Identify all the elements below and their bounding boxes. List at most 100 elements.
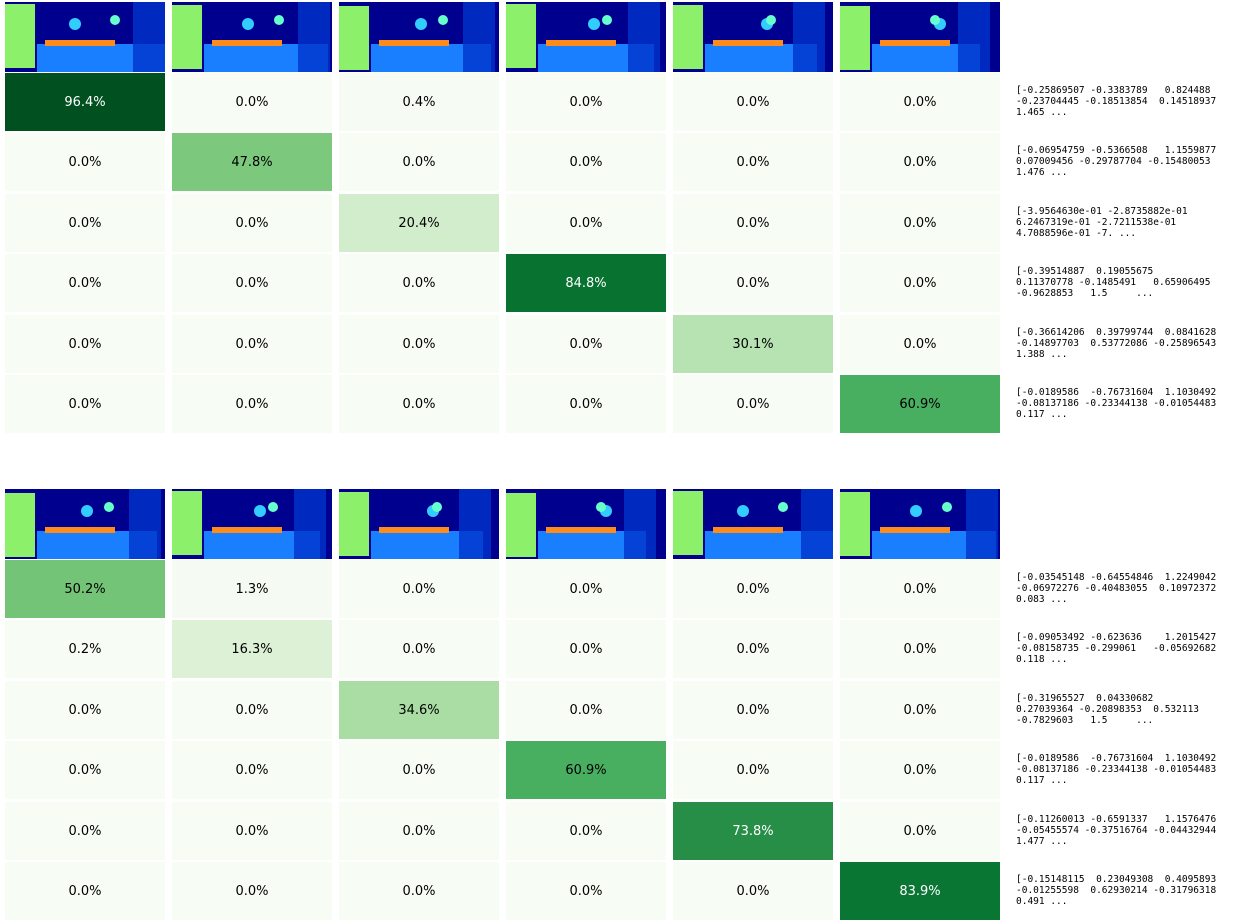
depth-image: [673, 489, 833, 559]
depth-image: [673, 2, 833, 72]
score-cell: 0.0%: [5, 315, 165, 373]
state-vector: [-0.06954759 -0.5366508 1.1559877 0.07009…: [1016, 145, 1234, 178]
score-cell: 96.4%: [5, 73, 165, 131]
vector-line: 0.07009456 -0.29787704 -0.15480053: [1016, 156, 1211, 167]
score-cell: 34.6%: [339, 681, 499, 739]
state-vector: [-0.39514887 0.19055675 0.11370778 -0.148…: [1016, 266, 1234, 299]
vector-line: [-3.9564630e-01 -2.8735882e-01: [1016, 206, 1188, 217]
vector-line: 0.11370778 -0.1485491 0.65906495: [1016, 277, 1211, 288]
vector-line: -0.08137186 -0.23344138 -0.01054483: [1016, 398, 1217, 409]
vector-line: -0.05455574 -0.37516764 -0.04432944: [1016, 825, 1217, 836]
score-cell: 0.0%: [339, 254, 499, 312]
score-cell: 0.0%: [5, 741, 165, 799]
depth-image: [172, 489, 332, 559]
score-cell: 0.2%: [5, 620, 165, 678]
score-cell: 0.0%: [172, 375, 332, 433]
vector-line: [-0.11260013 -0.6591337 1.1576476: [1016, 814, 1217, 825]
vector-line: [-0.36614206 0.39799744 0.0841628: [1016, 327, 1217, 338]
vector-line: -0.01255598 0.62930214 -0.31796318: [1016, 885, 1217, 896]
vector-line: 0.117 ...: [1016, 775, 1068, 786]
vector-line: -0.9628853 1.5 ...: [1016, 288, 1154, 299]
score-cell: 0.0%: [339, 862, 499, 920]
score-cell: 0.0%: [840, 133, 1000, 191]
score-cell: 0.0%: [840, 560, 1000, 618]
score-cell: 0.0%: [506, 375, 666, 433]
score-cell: 0.0%: [172, 194, 332, 252]
vector-line: 0.117 ...: [1016, 409, 1068, 420]
state-vector: [-0.15148115 0.23049308 0.4095893 -0.0125…: [1016, 874, 1234, 907]
vector-line: 1.465 ...: [1016, 107, 1068, 118]
depth-image: [506, 2, 666, 72]
score-cell: 0.0%: [506, 681, 666, 739]
score-cell: 0.0%: [840, 681, 1000, 739]
score-cell: 0.0%: [506, 194, 666, 252]
vector-line: [-0.03545148 -0.64554846 1.2249042: [1016, 572, 1217, 583]
vector-line: [-0.06954759 -0.5366508 1.1559877: [1016, 145, 1217, 156]
score-cell: 0.0%: [339, 375, 499, 433]
state-vector: [-0.0189586 -0.76731604 1.1030492 -0.0813…: [1016, 387, 1234, 420]
score-cell: 0.0%: [506, 802, 666, 860]
score-cell: 0.0%: [673, 254, 833, 312]
score-cell: 1.3%: [172, 560, 332, 618]
score-cell: 0.0%: [673, 133, 833, 191]
score-cell: 0.0%: [840, 194, 1000, 252]
state-vector: [-0.0189586 -0.76731604 1.1030492 -0.0813…: [1016, 753, 1234, 786]
score-cell: 0.0%: [840, 254, 1000, 312]
score-cell: 60.9%: [506, 741, 666, 799]
score-cell: 0.0%: [339, 741, 499, 799]
depth-image: [5, 2, 165, 72]
score-cell: 0.0%: [339, 620, 499, 678]
depth-image: [506, 489, 666, 559]
depth-image: [840, 489, 1000, 559]
vector-line: -0.23704445 -0.18513854 0.14518937: [1016, 96, 1217, 107]
score-cell: 0.0%: [673, 862, 833, 920]
score-cell: 0.0%: [840, 802, 1000, 860]
score-cell: 20.4%: [339, 194, 499, 252]
score-cell: 0.0%: [5, 254, 165, 312]
score-cell: 0.0%: [5, 133, 165, 191]
score-cell: 0.0%: [172, 862, 332, 920]
vector-line: 0.27039364 -0.20898353 0.532113: [1016, 704, 1200, 715]
score-cell: 0.0%: [339, 560, 499, 618]
score-cell: 0.0%: [339, 133, 499, 191]
depth-image: [172, 2, 332, 72]
score-cell: 0.0%: [673, 681, 833, 739]
score-cell: 0.0%: [506, 73, 666, 131]
score-cell: 0.0%: [840, 73, 1000, 131]
vector-line: -0.7829603 1.5 ...: [1016, 715, 1154, 726]
depth-image: [5, 489, 165, 559]
vector-line: -0.06972276 -0.40483055 0.10972372: [1016, 583, 1217, 594]
vector-line: [-0.0189586 -0.76731604 1.1030492: [1016, 753, 1217, 764]
vector-line: [-0.09053492 -0.623636 1.2015427: [1016, 632, 1217, 643]
score-cell: 0.0%: [506, 315, 666, 373]
score-cell: 0.0%: [506, 560, 666, 618]
score-cell: 0.0%: [5, 681, 165, 739]
vector-line: 4.7088596e-01 -7. ...: [1016, 228, 1137, 239]
state-vector: [-0.36614206 0.39799744 0.0841628 -0.1489…: [1016, 327, 1234, 360]
score-cell: 0.0%: [5, 194, 165, 252]
state-vector: [-0.11260013 -0.6591337 1.1576476 -0.0545…: [1016, 814, 1234, 847]
score-cell: 0.0%: [673, 194, 833, 252]
vector-line: [-0.31965527 0.04330682: [1016, 693, 1154, 704]
depth-image: [339, 2, 499, 72]
vector-line: [-0.15148115 0.23049308 0.4095893: [1016, 874, 1217, 885]
score-cell: 30.1%: [673, 315, 833, 373]
vector-line: -0.14897703 0.53772086 -0.25896543: [1016, 338, 1217, 349]
score-cell: 0.0%: [673, 620, 833, 678]
score-cell: 0.0%: [172, 315, 332, 373]
state-vector: [-0.31965527 0.04330682 0.27039364 -0.208…: [1016, 693, 1234, 726]
score-cell: 83.9%: [840, 862, 1000, 920]
score-cell: 0.0%: [673, 741, 833, 799]
score-cell: 16.3%: [172, 620, 332, 678]
score-cell: 0.0%: [5, 375, 165, 433]
state-vector: [-0.03545148 -0.64554846 1.2249042 -0.069…: [1016, 572, 1234, 605]
vector-line: 1.388 ...: [1016, 349, 1068, 360]
vector-line: 0.083 ...: [1016, 594, 1068, 605]
score-cell: 60.9%: [840, 375, 1000, 433]
depth-image: [840, 2, 1000, 72]
vector-line: 0.491 ...: [1016, 896, 1068, 907]
score-cell: 0.0%: [172, 73, 332, 131]
score-cell: 0.0%: [172, 681, 332, 739]
score-cell: 0.0%: [673, 73, 833, 131]
